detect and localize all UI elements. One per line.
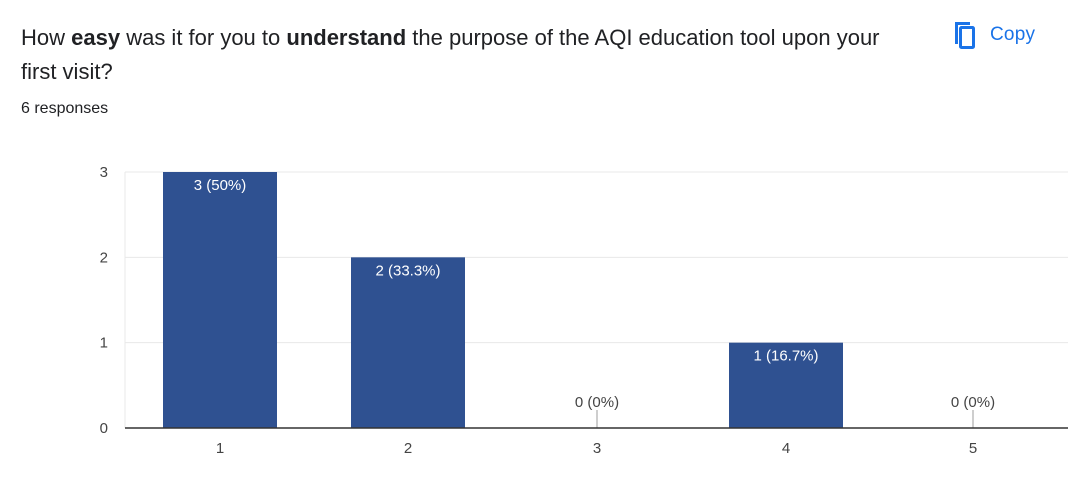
y-tick-label: 1 [100, 335, 108, 352]
x-tick-label: 3 [593, 440, 601, 457]
bar-data-label: 0 (0%) [951, 394, 995, 411]
x-tick-label: 2 [404, 440, 412, 457]
bar-data-label: 0 (0%) [575, 394, 619, 411]
y-tick-label: 0 [100, 420, 108, 437]
question-text-suffix: the purpose of the AQI education tool up… [21, 25, 880, 84]
y-tick-label: 3 [100, 164, 108, 181]
x-tick-label: 4 [782, 440, 790, 457]
bar-data-label: 2 (33.3%) [375, 262, 440, 279]
copy-icon [950, 19, 976, 51]
question-title: How easy was it for you to understand th… [21, 21, 901, 89]
x-tick-label: 5 [969, 440, 977, 457]
bar [351, 257, 465, 428]
question-text-middle: was it for you to [120, 25, 287, 50]
response-count: 6 responses [21, 100, 109, 117]
copy-label: Copy [990, 24, 1036, 45]
copy-button[interactable]: Copy [950, 18, 1035, 52]
question-text-bold-understand: understand [286, 25, 407, 50]
question-text-prefix: How [21, 25, 72, 50]
x-tick-label: 1 [216, 440, 224, 457]
y-tick-label: 2 [100, 249, 108, 266]
bar-data-label: 3 (50%) [194, 177, 247, 194]
question-text-bold-easy: easy [71, 25, 121, 50]
bar [163, 172, 277, 428]
bar-data-label: 1 (16.7%) [753, 348, 818, 365]
bar [729, 342, 843, 428]
